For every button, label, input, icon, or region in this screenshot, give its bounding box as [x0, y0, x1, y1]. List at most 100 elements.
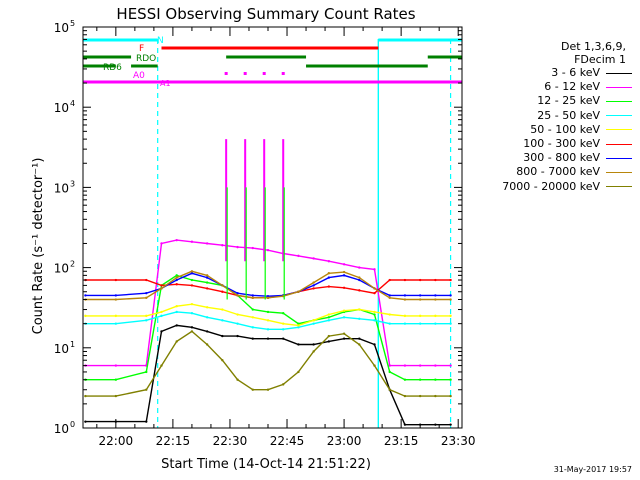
series-point: [327, 285, 331, 288]
flag-label-a1: A1: [160, 79, 171, 88]
legend-swatch: [606, 157, 632, 159]
series-point: [251, 246, 254, 250]
series-point: [205, 287, 209, 290]
y-tick-exponent: 1: [70, 340, 75, 349]
series-point: [312, 322, 315, 325]
series-point: [434, 364, 437, 367]
series-point: [434, 278, 437, 282]
flag-marker: [243, 72, 247, 75]
series-point: [205, 242, 209, 245]
series-point: [388, 278, 391, 282]
series-point: [190, 278, 194, 282]
series-point: [266, 337, 270, 340]
series-point: [434, 294, 437, 297]
series-point: [236, 322, 239, 325]
series-point: [114, 278, 118, 282]
y-tick-label: 10: [54, 21, 69, 35]
series-point: [145, 278, 148, 282]
series-point: [297, 324, 300, 327]
series-point: [358, 289, 361, 292]
x-tick-label: 22:00: [99, 434, 134, 448]
series-point: [160, 287, 163, 290]
series-point: [358, 278, 361, 282]
series-point: [190, 312, 194, 315]
series-point: [403, 298, 407, 301]
series-point: [373, 343, 376, 346]
y-tick-label: 10: [54, 262, 69, 276]
series-point: [266, 296, 270, 300]
series-point: [160, 310, 163, 314]
series-point: [251, 316, 254, 319]
series-point: [358, 308, 361, 311]
series-point: [449, 364, 452, 367]
y-axis-label: Count Rate (s⁻¹ detector⁻¹): [31, 158, 46, 335]
series-lines: [84, 139, 452, 426]
series-point: [175, 276, 178, 279]
flag-label: F: [139, 44, 144, 54]
series-point: [266, 310, 270, 314]
legend-swatch: [606, 171, 632, 173]
series-point: [327, 316, 331, 319]
y-tick-exponent: 0: [70, 420, 75, 429]
series-point: [160, 242, 163, 245]
series-point: [449, 378, 452, 381]
legend-header-line: Det 1,3,6,9,: [560, 40, 626, 53]
legend-label: 800 - 7000 keV: [516, 165, 600, 179]
flag-label: A0: [133, 71, 145, 81]
series-point: [403, 394, 407, 398]
flag-label: RD6: [103, 63, 122, 73]
series-point: [418, 378, 422, 381]
series-point: [312, 343, 315, 346]
series-point: [205, 276, 209, 279]
series-point: [190, 240, 194, 243]
legend-entry: 800 - 7000 keV: [498, 165, 632, 179]
x-tick-label: 23:00: [327, 434, 362, 448]
series-point: [205, 281, 209, 284]
legend-swatch: [606, 143, 632, 145]
series-point: [388, 370, 391, 374]
series-point: [114, 394, 118, 398]
x-tick-label: 22:15: [156, 434, 191, 448]
series-line: [85, 239, 451, 367]
series-point: [418, 322, 422, 325]
series-point: [297, 290, 300, 293]
series-point: [418, 364, 422, 367]
series-point: [266, 248, 270, 252]
series-point: [327, 313, 331, 316]
series-point: [266, 319, 270, 322]
y-tick-exponent: 2: [70, 260, 75, 269]
series-point: [449, 394, 452, 398]
series-point: [221, 308, 224, 311]
series-point: [145, 291, 148, 295]
series-point: [160, 364, 163, 367]
legend-entry: 7000 - 20000 keV: [498, 180, 632, 194]
legend-label: 100 - 300 keV: [523, 136, 600, 150]
series-point: [84, 394, 87, 398]
series-point: [221, 244, 224, 247]
legend: Det 1,3,6,9, FDecim 1 3 - 6 keV 6 - 12 ke…: [498, 40, 632, 194]
series-point: [175, 340, 178, 343]
series-point: [342, 309, 346, 312]
series-point: [373, 313, 376, 316]
series-point: [312, 281, 315, 284]
series-point: [434, 378, 437, 381]
series-point: [190, 330, 194, 333]
series-point: [434, 298, 437, 301]
legend-entry: 100 - 300 keV: [498, 137, 632, 151]
series-point: [175, 310, 178, 314]
series-point: [327, 276, 331, 279]
series-point: [114, 378, 118, 381]
series-point: [282, 383, 285, 386]
flag-marker: [262, 72, 266, 75]
series-point: [114, 314, 118, 318]
flag-marker: [281, 72, 285, 75]
series-point: [342, 332, 346, 335]
series-point: [84, 420, 87, 423]
series-point: [373, 364, 376, 367]
series-point: [236, 294, 239, 297]
series-point: [160, 314, 163, 318]
legend-label: 3 - 6 keV: [551, 66, 600, 79]
series-point: [145, 388, 148, 391]
